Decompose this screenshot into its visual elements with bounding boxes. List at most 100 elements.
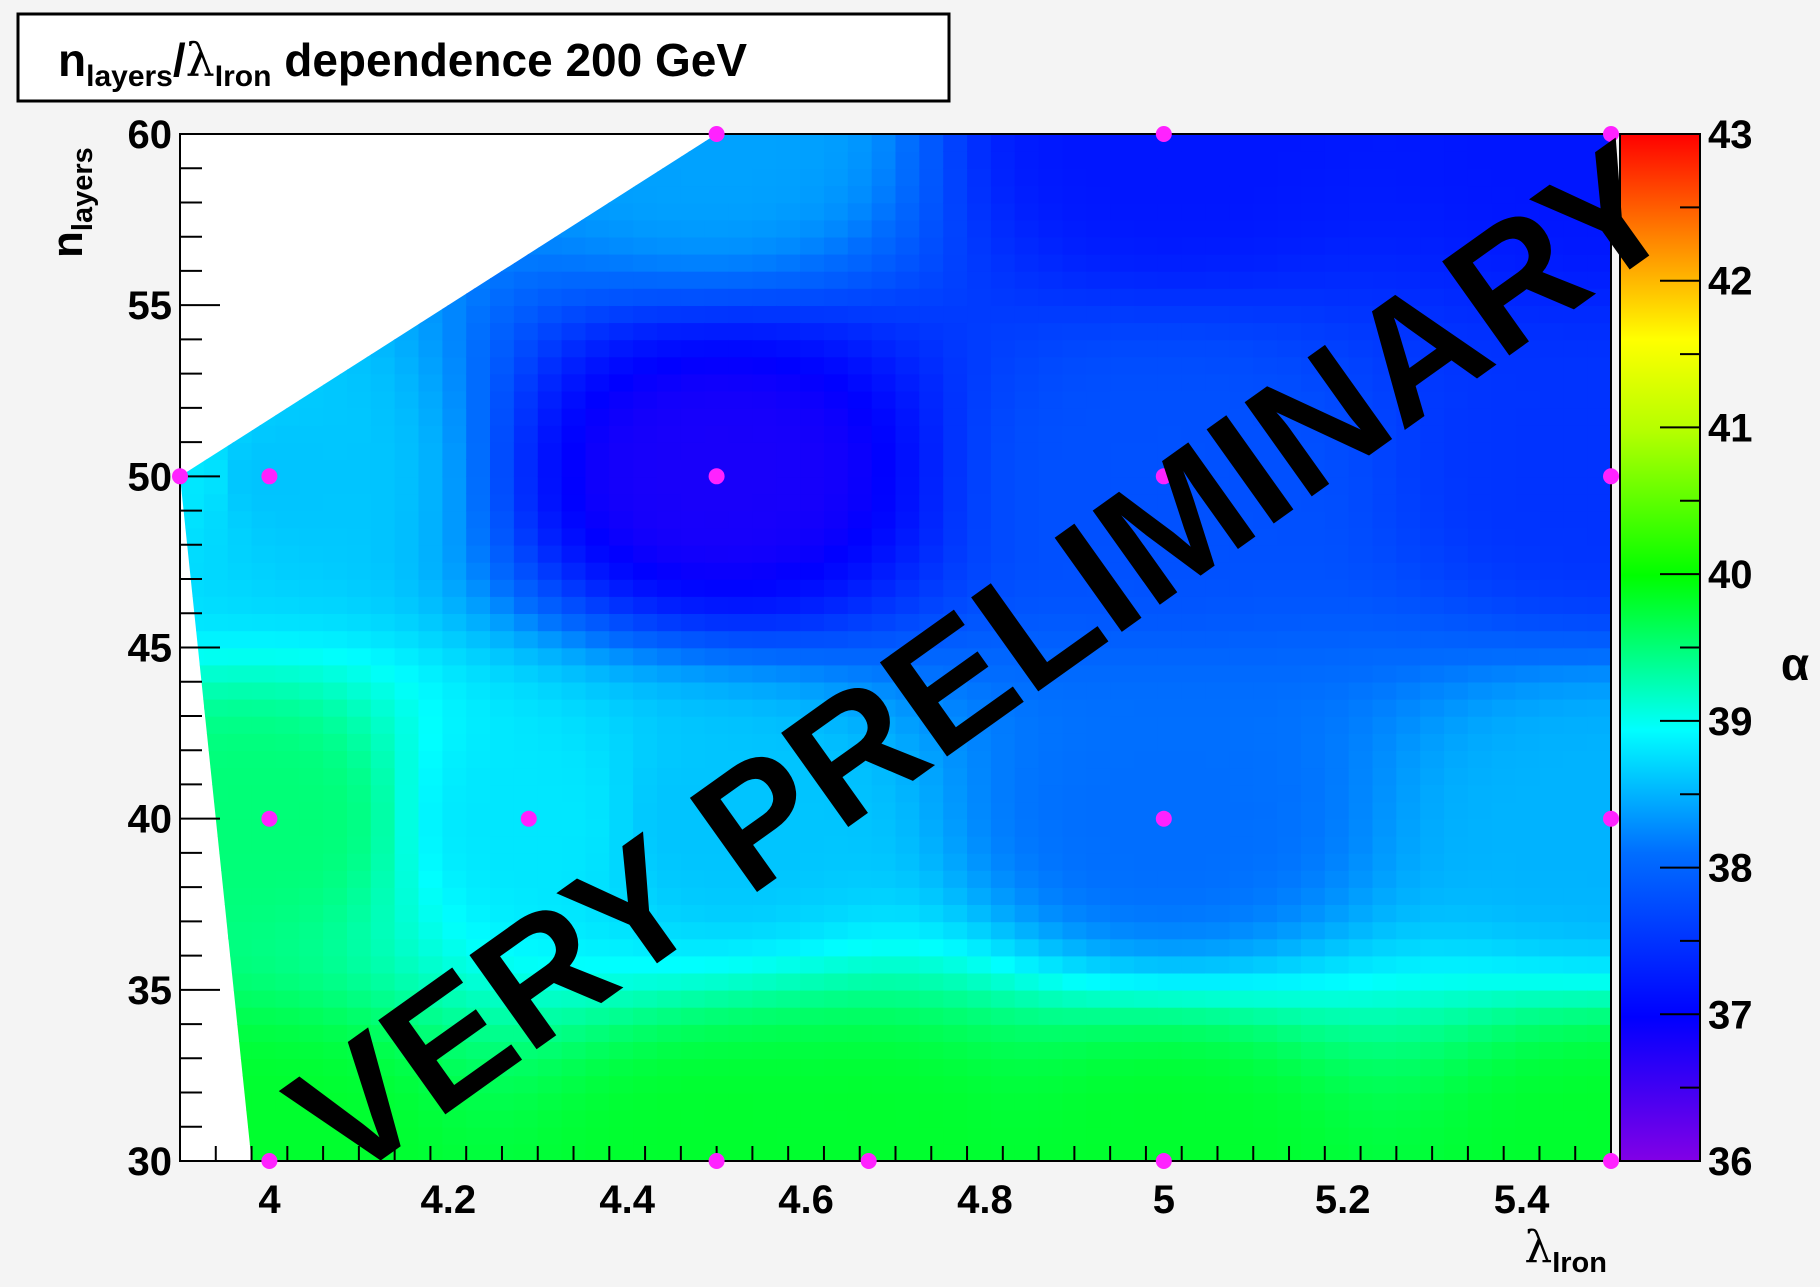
heatmap-cell bbox=[800, 425, 825, 443]
heatmap-cell bbox=[1396, 510, 1421, 529]
heatmap-cell bbox=[919, 527, 944, 546]
heatmap-cell bbox=[561, 459, 587, 478]
heatmap-cell bbox=[1086, 801, 1111, 820]
heatmap-cell bbox=[347, 1109, 372, 1128]
heatmap-cell bbox=[1110, 373, 1135, 392]
heatmap-cell bbox=[967, 236, 992, 255]
heatmap-cell bbox=[728, 288, 754, 306]
heatmap-cell bbox=[1110, 733, 1135, 751]
heatmap-cell bbox=[418, 835, 444, 854]
heatmap-cell bbox=[895, 716, 921, 734]
heatmap-cell bbox=[1277, 664, 1302, 683]
heatmap-cell bbox=[1301, 442, 1326, 460]
heatmap-cell bbox=[394, 698, 420, 717]
heatmap-cell bbox=[442, 1092, 467, 1111]
heatmap-cell bbox=[800, 613, 825, 632]
heatmap-cell bbox=[728, 134, 754, 152]
heatmap-cell bbox=[1229, 544, 1254, 563]
heatmap-cell bbox=[1253, 510, 1278, 529]
heatmap-cell bbox=[1301, 1024, 1326, 1042]
heatmap-cell bbox=[537, 527, 563, 546]
heatmap-cell bbox=[1301, 870, 1326, 888]
heatmap-cell bbox=[1420, 1024, 1445, 1042]
heatmap-cell bbox=[1348, 561, 1374, 580]
heatmap-cell bbox=[442, 561, 467, 580]
heatmap-cell bbox=[1563, 955, 1588, 974]
heatmap-cell bbox=[1301, 733, 1326, 751]
heatmap-cell bbox=[943, 544, 968, 563]
heatmap-cell bbox=[1277, 1109, 1302, 1128]
heatmap-cell bbox=[513, 476, 539, 495]
heatmap-cell bbox=[609, 887, 634, 905]
heatmap-cell bbox=[1515, 356, 1541, 375]
heatmap-cell bbox=[1587, 1024, 1611, 1042]
heatmap-cell bbox=[513, 647, 539, 666]
heatmap-cell bbox=[1038, 168, 1064, 187]
heatmap-cell bbox=[513, 1007, 539, 1025]
heatmap-cell bbox=[1301, 270, 1326, 289]
heatmap-cell bbox=[1301, 784, 1326, 803]
heatmap-cell bbox=[1205, 647, 1231, 666]
heatmap-cell bbox=[180, 493, 205, 512]
heatmap-cell bbox=[1515, 1075, 1541, 1094]
heatmap-cell bbox=[1181, 339, 1207, 358]
heatmap-cell bbox=[561, 733, 587, 751]
heatmap-cell bbox=[394, 459, 420, 478]
heatmap-cell bbox=[1467, 561, 1493, 580]
heatmap-cell bbox=[537, 750, 563, 769]
heatmap-cell bbox=[442, 596, 467, 614]
heatmap-cell bbox=[561, 1092, 587, 1111]
heatmap-cell bbox=[990, 904, 1016, 923]
heatmap-cell bbox=[394, 887, 420, 905]
heatmap-cell bbox=[657, 681, 682, 700]
heatmap-cell bbox=[1587, 253, 1611, 272]
heatmap-cell bbox=[824, 681, 849, 700]
heatmap-cell bbox=[1253, 1024, 1278, 1042]
heatmap-cell bbox=[1467, 322, 1493, 341]
heatmap-cell bbox=[680, 185, 706, 204]
heatmap-cell bbox=[1277, 681, 1302, 700]
heatmap-cell bbox=[728, 835, 754, 854]
heatmap-cell bbox=[490, 442, 515, 460]
heatmap-cell bbox=[1491, 236, 1517, 255]
heatmap-cell bbox=[1491, 955, 1517, 974]
heatmap-cell bbox=[680, 168, 706, 187]
heatmap-cell bbox=[1205, 681, 1231, 700]
heatmap-cell bbox=[1134, 972, 1159, 991]
heatmap-cell bbox=[1563, 681, 1588, 700]
heatmap-cell bbox=[1396, 373, 1421, 392]
heatmap-cell bbox=[680, 459, 706, 478]
heatmap-cell bbox=[895, 750, 921, 769]
heatmap-cell bbox=[728, 459, 754, 478]
heatmap-cell bbox=[251, 938, 277, 957]
heatmap-cell bbox=[1324, 151, 1350, 169]
heatmap-cell bbox=[561, 322, 587, 341]
heatmap-cell bbox=[1229, 972, 1254, 991]
heatmap-cell bbox=[728, 493, 754, 512]
heatmap-cell bbox=[1253, 493, 1278, 512]
heatmap-cell bbox=[442, 835, 467, 854]
heatmap-cell bbox=[251, 784, 277, 803]
heatmap-cell bbox=[1372, 561, 1398, 580]
heatmap-cell bbox=[251, 870, 277, 888]
heatmap-cell bbox=[1372, 510, 1398, 529]
heatmap-cell bbox=[657, 852, 682, 871]
heatmap-cell bbox=[1062, 493, 1088, 512]
heatmap-cell bbox=[1229, 185, 1254, 204]
heatmap-cell bbox=[657, 1041, 682, 1060]
heatmap-cell bbox=[1587, 1092, 1611, 1111]
heatmap-cell bbox=[1491, 938, 1517, 957]
heatmap-cell bbox=[370, 1126, 396, 1145]
heatmap-cell bbox=[585, 1041, 611, 1060]
heatmap-cell bbox=[1301, 647, 1326, 666]
heatmap-cell bbox=[1587, 921, 1611, 940]
heatmap-cell bbox=[490, 561, 515, 580]
heatmap-cell bbox=[537, 801, 563, 820]
heatmap-cell bbox=[537, 425, 563, 443]
heatmap-cell bbox=[537, 989, 563, 1008]
heatmap-cell bbox=[323, 579, 348, 597]
heatmap-cell bbox=[1515, 818, 1541, 837]
heatmap-cell bbox=[275, 1024, 300, 1042]
heatmap-cell bbox=[680, 236, 706, 255]
heatmap-cell bbox=[824, 1024, 849, 1042]
